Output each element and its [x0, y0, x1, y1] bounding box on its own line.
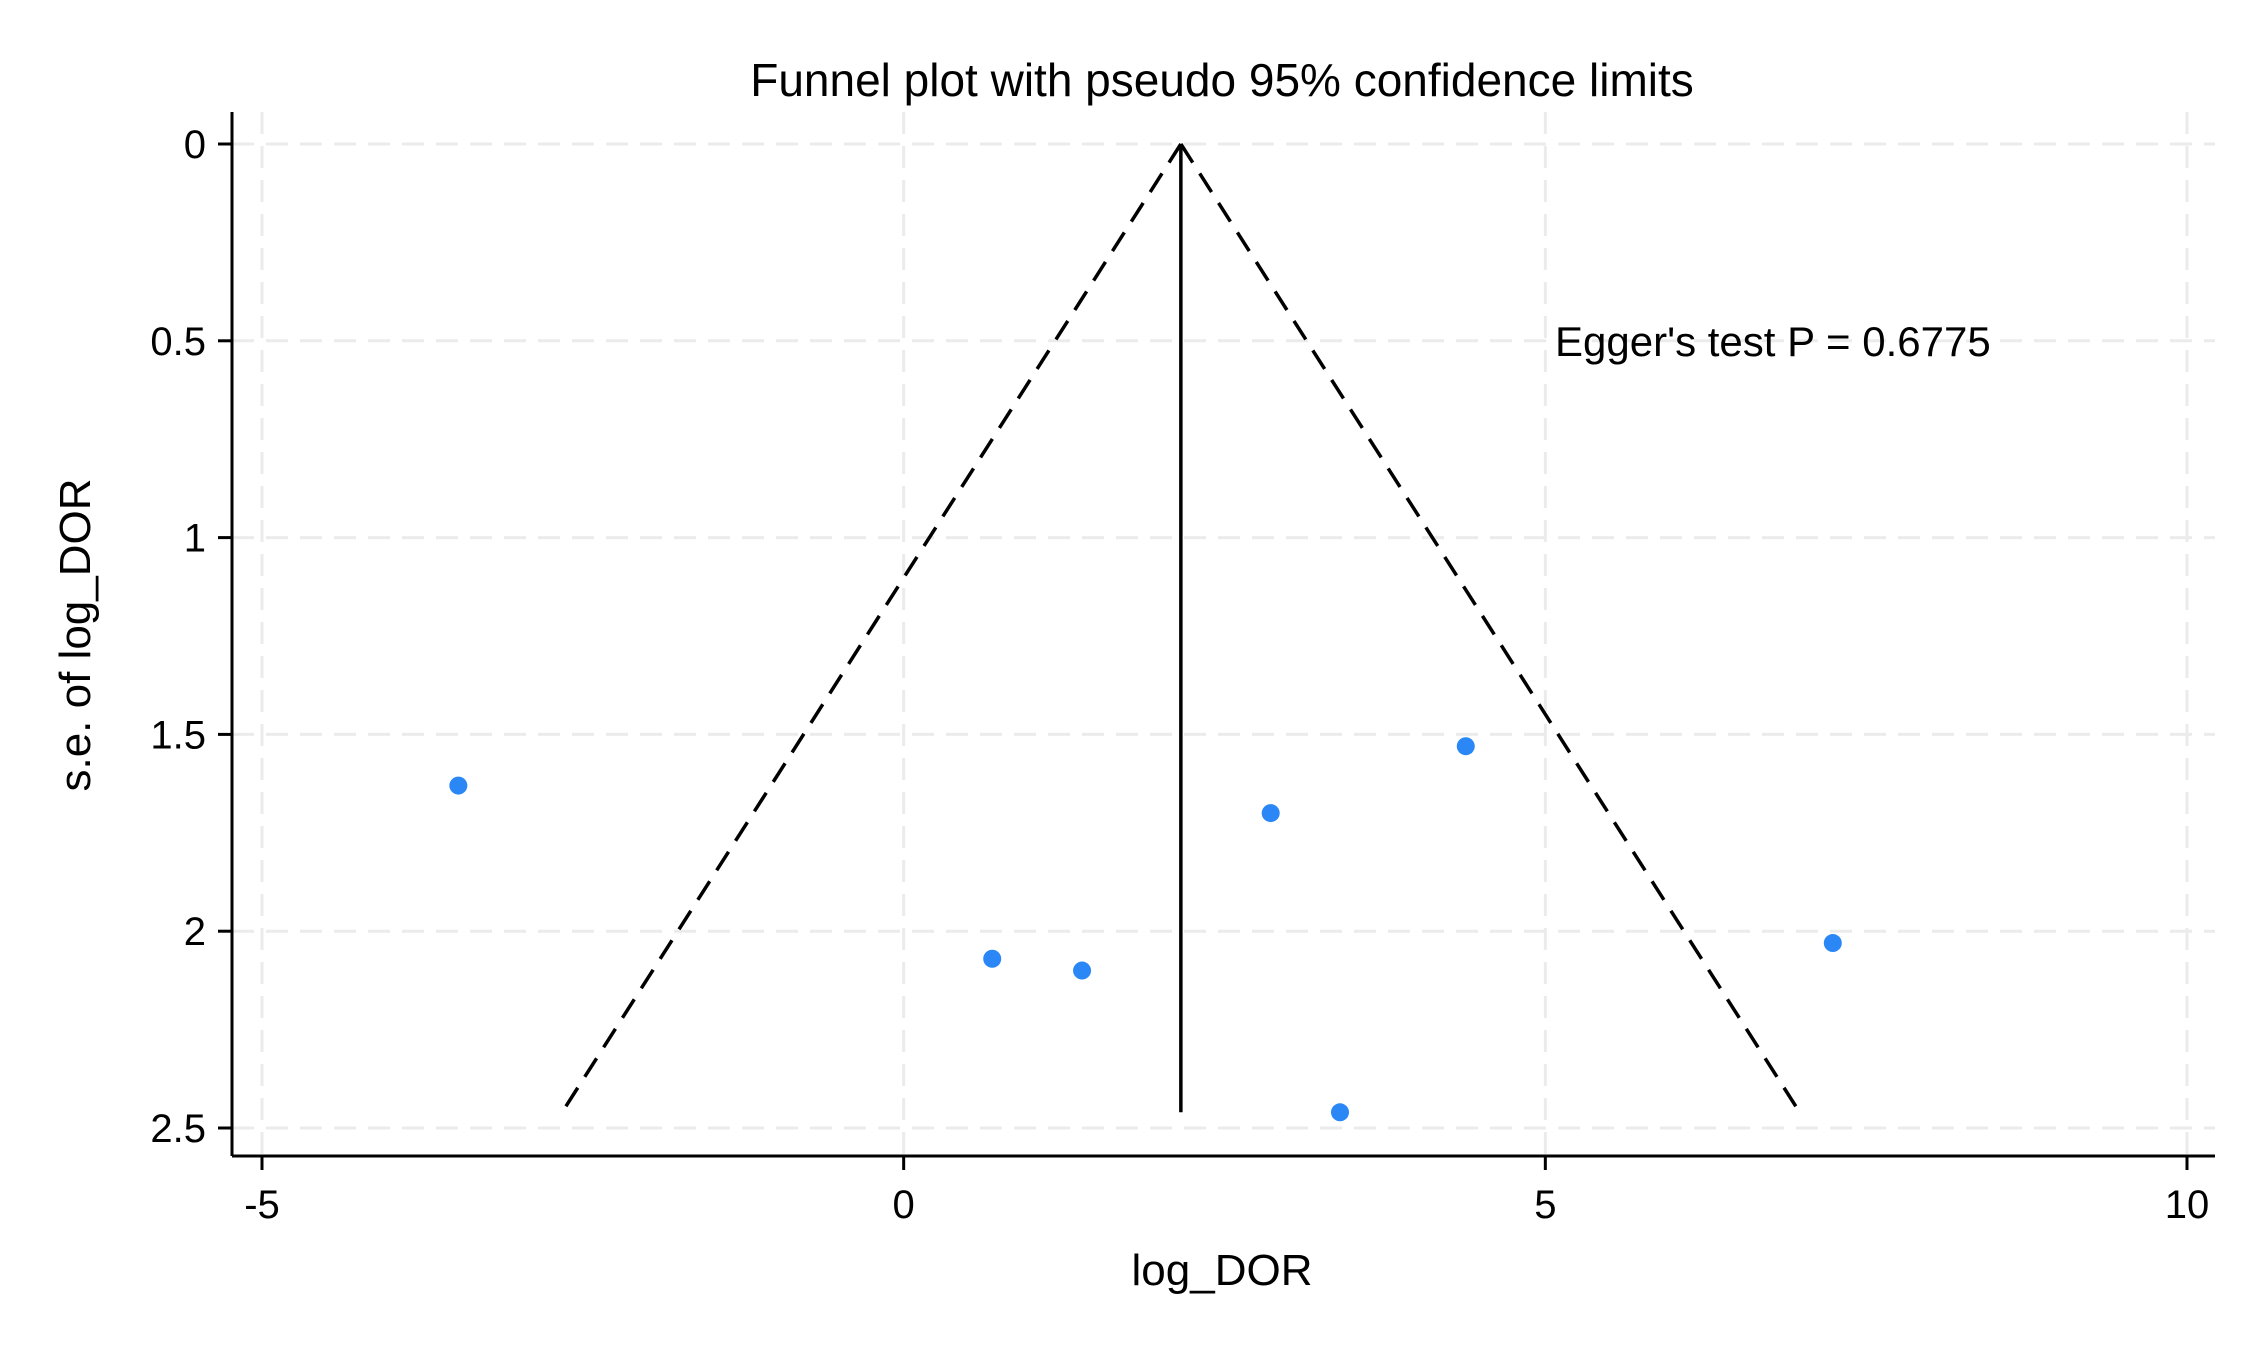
study-point	[1823, 934, 1842, 953]
upper-confidence-limit	[1179, 143, 1802, 1114]
study-point	[1261, 804, 1280, 823]
labels: Funnel plot with pseudo 95% confidence l…	[51, 54, 1991, 1295]
y-tick-label: 2	[184, 910, 206, 954]
x-axis-title: log_DOR	[1132, 1246, 1313, 1295]
study-point	[1331, 1103, 1349, 1122]
y-tick-label: 0	[184, 123, 206, 167]
y-tick-label: 2.5	[150, 1107, 206, 1151]
egger-test-annotation: Egger's test P = 0.6775	[1555, 318, 1991, 365]
x-tick-label: -5	[244, 1183, 280, 1227]
x-tick-label: 10	[2165, 1183, 2210, 1227]
study-point	[1456, 737, 1475, 756]
lower-confidence-limit	[560, 143, 1183, 1114]
chart-title: Funnel plot with pseudo 95% confidence l…	[750, 54, 1694, 106]
study-point	[983, 949, 1002, 968]
axes: -5 0 5 10 0 0.5 1 1.5 2 2.5	[150, 112, 2215, 1227]
y-tick-label: 0.5	[150, 320, 206, 364]
study-point	[449, 776, 468, 795]
x-tick-label: 5	[1534, 1183, 1556, 1227]
grid	[232, 112, 2215, 1156]
y-tick-label: 1.5	[150, 713, 206, 757]
study-point	[1073, 961, 1092, 980]
y-axis-title: s.e. of log_DOR	[51, 478, 100, 791]
y-tick-label: 1	[184, 517, 206, 561]
funnel-lines	[560, 143, 1802, 1114]
data-points	[449, 737, 1842, 1122]
x-tick-label: 0	[893, 1183, 915, 1227]
